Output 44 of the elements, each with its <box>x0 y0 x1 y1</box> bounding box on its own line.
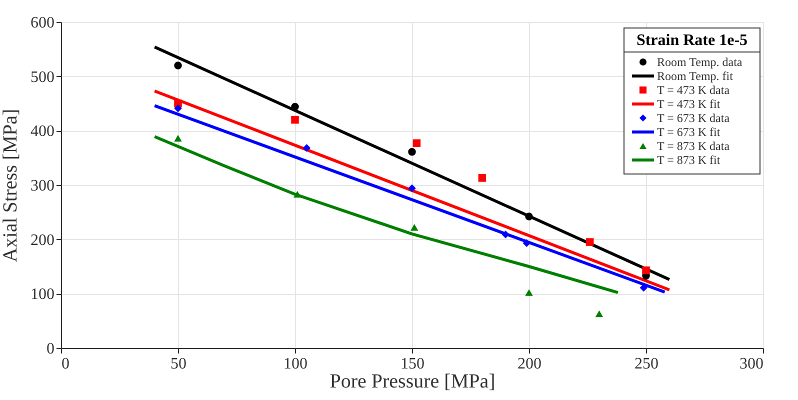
legend-label: T = 673 K fit <box>657 125 721 139</box>
x-tick-label: 0 <box>62 356 70 372</box>
point <box>174 62 182 70</box>
point <box>410 224 418 231</box>
x-tick-label: 100 <box>284 356 308 372</box>
point <box>408 184 416 192</box>
y-tick-label: 300 <box>30 178 54 194</box>
point <box>291 116 299 124</box>
point <box>586 238 594 246</box>
y-tick-label: 100 <box>30 286 54 304</box>
legend-label: T = 473 K fit <box>657 97 721 111</box>
point <box>293 190 302 198</box>
point <box>595 310 604 318</box>
y-axis-title: Axial Stress [MPa] <box>0 108 22 262</box>
y-tick-label: 200 <box>30 232 54 249</box>
point <box>302 144 311 152</box>
legend-title: Strain Rate 1e-5 <box>636 32 748 49</box>
x-tick-label: 300 <box>740 356 764 372</box>
x-tick-label: 150 <box>400 356 424 372</box>
legend-label: T = 473 K data <box>657 83 730 97</box>
point <box>408 148 416 156</box>
point <box>525 289 533 296</box>
x-tick-label: 50 <box>170 356 186 372</box>
y-tick-label: 0 <box>46 340 54 358</box>
point <box>642 266 650 274</box>
legend-label: T = 873 K fit <box>657 153 721 167</box>
legend-label: Room Temp. data <box>657 55 743 69</box>
legend-label: Room Temp. fit <box>657 69 734 83</box>
legend-label: T = 873 K data <box>657 139 730 153</box>
x-tick-label: 250 <box>634 356 658 372</box>
point <box>502 230 510 238</box>
legend-label: T = 673 K data <box>657 111 730 125</box>
point <box>174 104 182 112</box>
point <box>478 174 486 182</box>
point <box>291 102 299 111</box>
y-tick-label: 600 <box>30 14 54 32</box>
point <box>412 139 421 148</box>
line-series <box>153 135 620 294</box>
x-tick-label: 200 <box>518 356 542 372</box>
x-axis-title: Pore Pressure [MPa] <box>330 370 496 392</box>
y-tick-label: 400 <box>30 123 54 140</box>
y-tick-label: 500 <box>30 68 54 86</box>
point <box>525 212 533 220</box>
point <box>174 134 182 142</box>
